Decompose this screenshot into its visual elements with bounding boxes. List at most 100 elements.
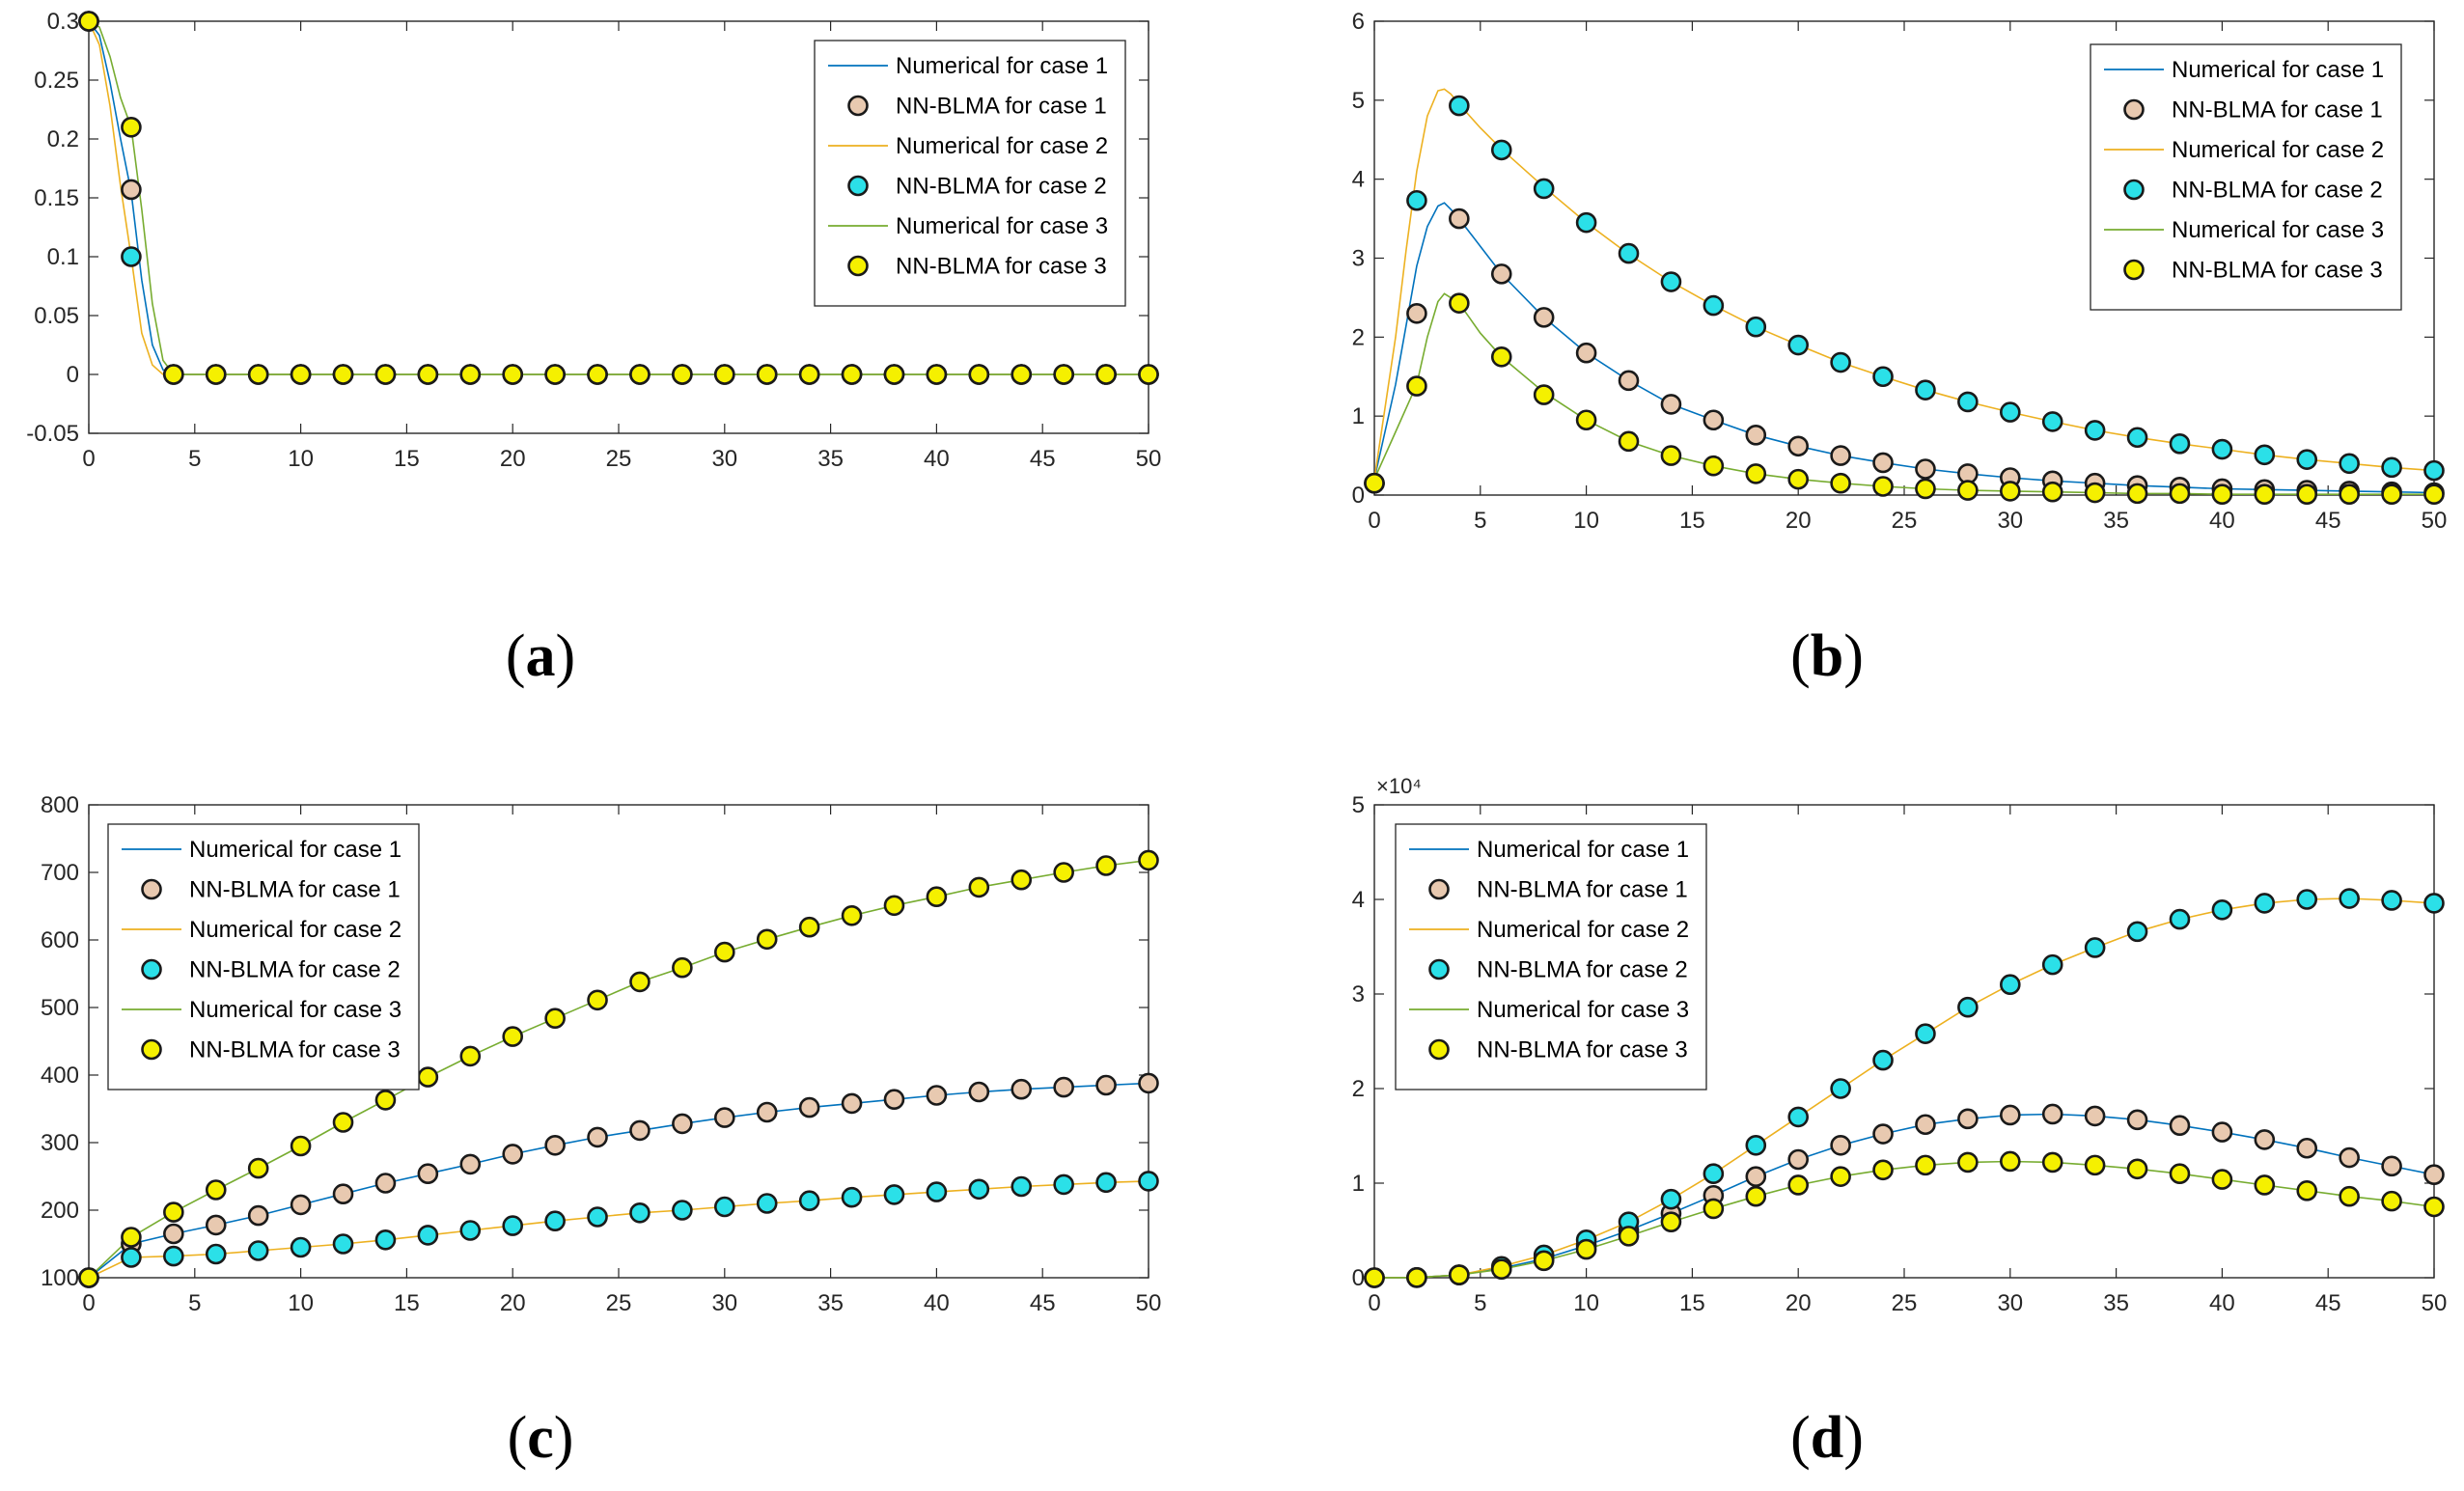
data-point-case-2	[1011, 1175, 1033, 1198]
data-point-case-2	[587, 1206, 608, 1228]
y-tick-label: 1	[1352, 1171, 1365, 1197]
legend-label: NN-BLMA for case 2	[1477, 957, 1688, 983]
data-point-case-2	[1745, 1135, 1767, 1156]
x-tick-label: 40	[2209, 1290, 2235, 1316]
x-tick-label: 20	[1786, 1290, 1812, 1316]
y-tick-label: 3	[1352, 981, 1365, 1008]
data-point-case-3	[1138, 849, 1159, 871]
data-point-case-3	[629, 971, 651, 993]
data-point-case-2	[1660, 271, 1682, 292]
data-point-case-3	[1745, 463, 1767, 484]
legend-label: Numerical for case 1	[1477, 837, 1689, 863]
x-tick-label: 0	[82, 1290, 95, 1316]
data-point-case-3	[1095, 855, 1117, 876]
data-point-case-2	[1449, 95, 1470, 117]
data-point-case-1	[290, 1194, 312, 1216]
caption-letter: b	[1811, 623, 1843, 689]
data-point-case-3	[1575, 409, 1597, 431]
data-point-case-3	[1490, 1258, 1512, 1280]
data-point-case-1	[1745, 1166, 1767, 1187]
x-tick-label: 20	[500, 1290, 526, 1316]
data-point-case-1	[332, 1183, 354, 1204]
x-tick-label: 30	[711, 446, 737, 472]
x-tick-label: 50	[2422, 508, 2448, 534]
x-tick-label: 10	[288, 1290, 314, 1316]
legend-label: Numerical for case 2	[896, 133, 1108, 159]
legend-label: Numerical for case 1	[189, 837, 401, 863]
data-point-case-2	[2381, 890, 2402, 911]
data-point-case-1	[629, 1119, 651, 1142]
legend-label: Numerical for case 1	[896, 53, 1108, 79]
data-point-case-3	[1660, 1211, 1682, 1232]
x-tick-label: 35	[2103, 508, 2129, 534]
x-tick-label: 45	[1030, 1290, 1056, 1316]
data-point-case-2	[2211, 898, 2233, 921]
data-point-case-3	[544, 364, 566, 385]
legend-label: NN-BLMA for case 1	[1477, 877, 1688, 903]
data-point-case-1	[121, 179, 142, 201]
data-point-case-3	[672, 956, 693, 979]
legend-label: NN-BLMA for case 3	[896, 254, 1107, 280]
data-point-case-2	[2423, 893, 2445, 914]
data-point-case-1	[374, 1173, 397, 1194]
data-point-case-2	[2000, 401, 2021, 423]
y-tick-label: 600	[41, 927, 79, 953]
caption-open-paren: (	[506, 623, 526, 689]
data-point-case-3	[1872, 1159, 1894, 1181]
data-point-case-3	[2254, 483, 2276, 505]
data-point-case-2	[332, 1233, 354, 1255]
data-point-case-2	[1053, 1173, 1074, 1196]
data-point-case-3	[756, 928, 778, 951]
data-point-case-1	[1533, 307, 1555, 328]
circle-marker-legend-icon	[1428, 1038, 1450, 1061]
circle-marker-legend-icon	[847, 95, 869, 117]
x-tick-label: 20	[1786, 508, 1812, 534]
data-point-case-3	[459, 1045, 482, 1067]
data-point-case-3	[78, 1267, 99, 1288]
data-point-case-3	[841, 904, 863, 926]
data-point-case-1	[502, 1144, 524, 1165]
data-point-case-1	[1575, 342, 1597, 364]
legend: Numerical for case 1 NN-BLMA for case 1 Nu…	[2090, 43, 2402, 311]
data-point-case-1	[672, 1113, 693, 1135]
data-point-case-3	[417, 1066, 439, 1088]
data-point-case-1	[1660, 394, 1682, 415]
data-point-case-1	[2000, 1104, 2021, 1126]
x-tick-label: 5	[188, 446, 201, 472]
data-point-case-1	[756, 1101, 778, 1123]
legend-label: NN-BLMA for case 1	[2172, 97, 2383, 124]
data-point-case-2	[2211, 438, 2233, 460]
data-point-case-2	[1915, 1023, 1936, 1044]
caption-close-paren: )	[1843, 1405, 1864, 1471]
data-point-case-1	[841, 1092, 863, 1115]
x-tick-label: 15	[1679, 508, 1705, 534]
data-point-case-3	[544, 1008, 566, 1029]
x-tick-label: 35	[817, 446, 844, 472]
y-tick-label: -0.05	[26, 421, 79, 447]
legend-label: NN-BLMA for case 2	[2172, 178, 2383, 204]
data-point-case-1	[1011, 1078, 1033, 1100]
legend-label: Numerical for case 3	[1477, 997, 1689, 1023]
data-point-case-2	[205, 1243, 227, 1265]
data-point-case-2	[2084, 420, 2106, 441]
panel-d-chart: 0 5 10 15 20 25 30 35 40 45 50012345×10⁴Numerical …	[1352, 774, 2448, 1471]
data-point-case-3	[2211, 1169, 2233, 1190]
data-point-case-3	[1449, 1264, 1470, 1285]
data-point-case-2	[1830, 351, 1851, 373]
legend-label: NN-BLMA for case 3	[1477, 1037, 1688, 1063]
data-point-case-2	[883, 1184, 905, 1205]
x-tick-label: 25	[1892, 1290, 1918, 1316]
data-point-case-2	[672, 1200, 693, 1221]
legend: Numerical for case 1 NN-BLMA for case 1 Nu…	[1395, 823, 1707, 1091]
data-point-case-2	[841, 1186, 863, 1208]
y-tick-label: 4	[1352, 167, 1365, 193]
data-point-case-3	[1703, 1198, 1725, 1220]
data-point-case-3	[1703, 455, 1725, 477]
panel-a-chart: 0 5 10 15 20 25 30 35 40 45 50-0.0500.050.10.150.2…	[26, 9, 1161, 689]
data-point-case-1	[1053, 1076, 1074, 1098]
data-point-case-3	[205, 1179, 227, 1201]
x-tick-label: 25	[1892, 508, 1918, 534]
data-point-case-3	[1915, 478, 1936, 500]
data-point-case-3	[1138, 364, 1159, 385]
